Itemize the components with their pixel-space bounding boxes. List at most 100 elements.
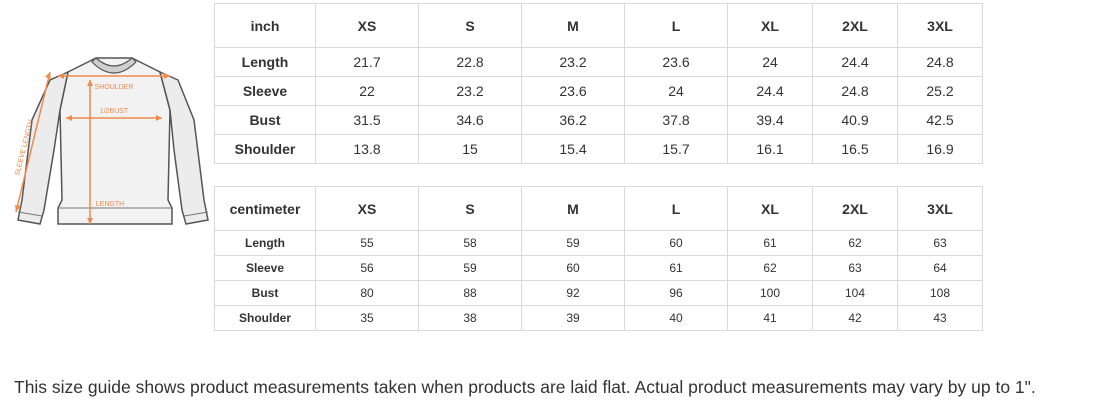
table-cell: 63 [812, 255, 898, 281]
size-header-xl: XL [727, 186, 813, 231]
centimeter-header-row: centimeter XS S M L XL 2XL 3XL [214, 186, 983, 231]
size-header-s: S [418, 186, 522, 231]
table-cell: 15.4 [521, 134, 625, 164]
table-row: Bust 80 88 92 96 100 104 108 [214, 280, 983, 306]
sweatshirt-measurement-diagram: SHOULDER 1/2BUST LENGTH SLEEVE LENGTH [14, 57, 209, 225]
row-label-bust: Bust [214, 105, 316, 135]
table-cell: 80 [315, 280, 419, 306]
size-header-xl: XL [727, 3, 813, 48]
table-cell: 58 [418, 230, 522, 256]
sweatshirt-left-sleeve [17, 70, 70, 225]
table-cell: 60 [624, 230, 728, 256]
table-cell: 43 [897, 305, 983, 331]
table-cell: 13.8 [315, 134, 419, 164]
table-cell: 40 [624, 305, 728, 331]
size-header-l: L [624, 186, 728, 231]
row-label-length: Length [214, 47, 316, 77]
table-cell: 34.6 [418, 105, 522, 135]
table-cell: 16.9 [897, 134, 983, 164]
table-cell: 24.8 [897, 47, 983, 77]
table-cell: 96 [624, 280, 728, 306]
length-label: LENGTH [96, 201, 124, 208]
table-row: Length 21.7 22.8 23.2 23.6 24 24.4 24.8 [214, 47, 983, 77]
row-label-shoulder: Shoulder [214, 305, 316, 331]
table-cell: 42.5 [897, 105, 983, 135]
table-cell: 108 [897, 280, 983, 306]
shoulder-label: SHOULDER [95, 84, 134, 91]
table-cell: 16.1 [727, 134, 813, 164]
table-cell: 24.4 [727, 76, 813, 106]
inch-header-row: inch XS S M L XL 2XL 3XL [214, 3, 983, 48]
table-cell: 92 [521, 280, 625, 306]
size-header-m: M [521, 186, 625, 231]
table-cell: 16.5 [812, 134, 898, 164]
row-label-bust: Bust [214, 280, 316, 306]
table-cell: 64 [897, 255, 983, 281]
table-cell: 100 [727, 280, 813, 306]
table-cell: 24.8 [812, 76, 898, 106]
bust-label: 1/2BUST [100, 108, 129, 115]
table-cell: 59 [521, 230, 625, 256]
table-cell: 36.2 [521, 105, 625, 135]
table-cell: 60 [521, 255, 625, 281]
table-cell: 31.5 [315, 105, 419, 135]
row-label-length: Length [214, 230, 316, 256]
table-cell: 22.8 [418, 47, 522, 77]
row-label-sleeve: Sleeve [214, 255, 316, 281]
table-cell: 23.6 [521, 76, 625, 106]
centimeter-size-table: centimeter XS S M L XL 2XL 3XL Length 55… [214, 186, 983, 331]
table-cell: 55 [315, 230, 419, 256]
size-guide-note: This size guide shows product measuremen… [14, 377, 1036, 397]
size-header-l: L [624, 3, 728, 48]
sleeve-length-measure-line [15, 71, 51, 213]
table-cell: 39.4 [727, 105, 813, 135]
table-cell: 24.4 [812, 47, 898, 77]
size-header-2xl: 2XL [812, 3, 898, 48]
size-header-s: S [418, 3, 522, 48]
table-cell: 37.8 [624, 105, 728, 135]
table-cell: 62 [727, 255, 813, 281]
size-header-xs: XS [315, 186, 419, 231]
table-cell: 62 [812, 230, 898, 256]
size-header-3xl: 3XL [897, 186, 983, 231]
unit-header: centimeter [214, 186, 316, 231]
table-cell: 22 [315, 76, 419, 106]
table-cell: 63 [897, 230, 983, 256]
table-row: Sleeve 22 23.2 23.6 24 24.4 24.8 25.2 [214, 76, 983, 106]
table-cell: 23.6 [624, 47, 728, 77]
table-cell: 23.2 [418, 76, 522, 106]
table-cell: 24 [727, 47, 813, 77]
table-cell: 35 [315, 305, 419, 331]
row-label-shoulder: Shoulder [214, 134, 316, 164]
table-cell: 25.2 [897, 76, 983, 106]
size-header-m: M [521, 3, 625, 48]
table-cell: 41 [727, 305, 813, 331]
table-row: Shoulder 13.8 15 15.4 15.7 16.1 16.5 16.… [214, 134, 983, 164]
table-cell: 38 [418, 305, 522, 331]
unit-header: inch [214, 3, 316, 48]
sweatshirt-collar [91, 57, 137, 74]
table-cell: 15 [418, 134, 522, 164]
table-cell: 56 [315, 255, 419, 281]
table-cell: 61 [624, 255, 728, 281]
table-cell: 61 [727, 230, 813, 256]
table-cell: 24 [624, 76, 728, 106]
table-cell: 15.7 [624, 134, 728, 164]
size-header-xs: XS [315, 3, 419, 48]
table-cell: 104 [812, 280, 898, 306]
row-label-sleeve: Sleeve [214, 76, 316, 106]
table-row: Sleeve 56 59 60 61 62 63 64 [214, 255, 983, 281]
sweatshirt-body [57, 57, 173, 225]
table-cell: 40.9 [812, 105, 898, 135]
table-cell: 59 [418, 255, 522, 281]
table-cell: 23.2 [521, 47, 625, 77]
table-row: Shoulder 35 38 39 40 41 42 43 [214, 305, 983, 331]
table-cell: 39 [521, 305, 625, 331]
sweatshirt-right-sleeve [158, 70, 209, 225]
table-cell: 42 [812, 305, 898, 331]
table-cell: 21.7 [315, 47, 419, 77]
size-header-2xl: 2XL [812, 186, 898, 231]
size-header-3xl: 3XL [897, 3, 983, 48]
table-row: Bust 31.5 34.6 36.2 37.8 39.4 40.9 42.5 [214, 105, 983, 135]
table-cell: 88 [418, 280, 522, 306]
